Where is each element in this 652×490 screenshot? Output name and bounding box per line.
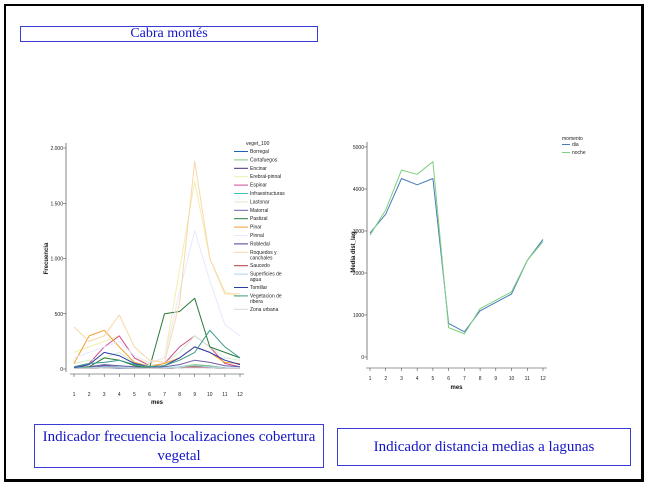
chart1-series-line [74,367,240,369]
chart2-x-tick-label: 4 [416,376,419,382]
chart1-series-line [73,230,241,363]
chart1-y-axis-label: Frecuencia [44,242,50,274]
chart2-y-tick-label: 1000 [353,313,364,319]
chart2-y-tick-label: 5000 [353,145,364,151]
chart1-x-tick-label: 12 [237,392,243,398]
chart2-series-line [369,178,544,333]
chart1-x-tick-label: 7 [163,392,166,398]
chart1-legend-label: Encinar [250,166,267,172]
chart2-y-tick-label: 4000 [353,187,364,193]
chart1-y-tick-label: 2.000 [50,146,63,152]
chart1-legend-label: Saucedo [250,263,270,269]
chart1-series-line [73,335,241,367]
chart1-x-axis-label: mes [151,400,164,406]
chart1-legend-label: Pinar [250,225,262,231]
chart1-x-tick-label: 5 [133,392,136,398]
chart1-legend-label: Cortafuegos [250,157,278,163]
chart1-series-line [73,359,241,369]
chart2-y-tick-label: 2000 [353,271,364,277]
chart1-x-tick-label: 3 [103,392,106,398]
chart2-x-tick-label: 1 [369,376,372,382]
chart1-legend-label: Pastizal [250,216,268,222]
caption-right: Indicador distancia medias a lagunas [337,428,631,466]
chart2-x-tick-label: 5 [432,376,435,382]
chart2-x-tick-label: 8 [479,376,482,382]
chart1-legend-label: Zona urbana [250,307,279,313]
chart2-x-tick-label: 7 [463,376,466,382]
chart1-x-tick-label: 9 [193,392,196,398]
chart2-legend-label: noche [572,150,586,156]
chart1-y-tick-label: 500 [55,312,64,318]
chart1-legend-title: veget_100 [246,141,270,147]
chart2-y-tick-label: 3000 [353,229,364,235]
chart1-legend-label: Robledal [250,241,270,247]
chart2-x-tick-label: 9 [494,376,497,382]
caption-left: Indicador frecuencia localizaciones cobe… [34,424,324,468]
chart1-x-tick-label: 4 [118,392,121,398]
chart1-x-tick-label: 6 [148,392,151,398]
chart1-series-line [73,329,241,368]
slide-title: Cabra montés [20,26,318,42]
chart2-x-tick-label: 10 [509,376,515,382]
chart1-x-tick-label: 11 [222,392,227,398]
chart2-x-tick-label: 12 [540,376,546,382]
chart1-y-tick-label: 1.000 [50,257,63,263]
chart2-x-tick-label: 3 [400,376,403,382]
chart1-x-tick-label: 2 [88,392,91,398]
chart1-legend-label: Roquedos y canchales [250,250,277,261]
chart1-series-line [73,297,241,369]
chart1-series-line [73,160,240,363]
chart2-series-line [369,161,544,335]
chart2-y-tick-label: 0 [361,355,364,361]
chart1-y-tick-label: 1.500 [50,201,63,207]
chart1-legend-label: Espinar [250,183,267,189]
chart1-legend-label: Erebral-pinnal [250,174,281,180]
chart2-x-tick-label: 11 [525,376,530,382]
chart1-legend-label: Matorral [250,208,268,214]
slide-frame [4,4,644,482]
chart2-x-tick-label: 6 [447,376,450,382]
chart1-legend-label: Borregal [250,149,269,155]
chart1-legend-label: Infraestructuras [250,191,285,197]
chart1-legend-label: Pinnal [250,233,264,239]
chart2-x-axis-label: mes [450,385,463,391]
chart1-x-tick-label: 1 [73,392,76,398]
chart2-legend-label: dia [572,142,579,148]
chart1-x-tick-label: 10 [207,392,213,398]
chart1-x-tick-label: 8 [178,392,181,398]
chart1-legend-label: Tomillar [250,285,268,291]
chart1-legend-label: Superficies de agua [250,272,282,284]
chart1-legend-label: Lastonar [250,199,270,205]
chart2-legend-title: momento [562,136,583,142]
chart2-x-tick-label: 2 [384,376,387,382]
chart1-y-tick-label: 0 [60,367,63,373]
chart1-legend-label: Vegetacion de ribera [250,293,282,305]
chart2-y-axis-label: Media dist_lag [351,231,357,273]
